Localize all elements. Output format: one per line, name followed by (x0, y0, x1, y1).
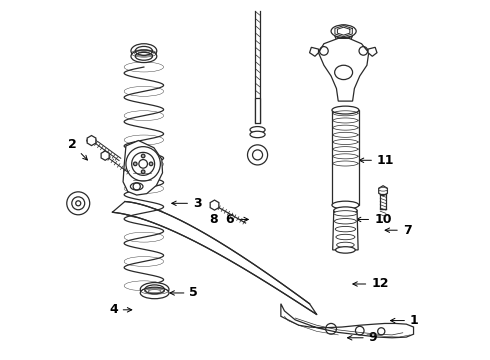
Text: 6: 6 (225, 213, 248, 226)
Circle shape (141, 170, 145, 174)
Text: 3: 3 (172, 197, 201, 210)
Circle shape (149, 162, 153, 166)
Text: 4: 4 (109, 303, 132, 316)
Text: 1: 1 (391, 314, 419, 327)
Polygon shape (332, 110, 359, 205)
Ellipse shape (250, 127, 265, 133)
Text: 9: 9 (347, 331, 377, 344)
Ellipse shape (331, 25, 356, 37)
Ellipse shape (334, 207, 357, 214)
Ellipse shape (130, 183, 143, 190)
Circle shape (126, 147, 160, 181)
Ellipse shape (332, 106, 359, 114)
Ellipse shape (335, 30, 353, 39)
Ellipse shape (334, 211, 357, 216)
Ellipse shape (87, 138, 97, 143)
Ellipse shape (335, 226, 356, 232)
Ellipse shape (140, 283, 169, 296)
Ellipse shape (250, 131, 265, 138)
Ellipse shape (336, 234, 355, 240)
Ellipse shape (379, 188, 388, 191)
Text: 10: 10 (356, 213, 392, 226)
Circle shape (133, 162, 137, 166)
Polygon shape (368, 47, 377, 56)
Ellipse shape (131, 50, 157, 63)
Text: 12: 12 (353, 278, 389, 291)
Ellipse shape (337, 242, 354, 248)
Text: 11: 11 (359, 154, 394, 167)
Polygon shape (101, 151, 109, 160)
Polygon shape (380, 194, 386, 209)
Text: 5: 5 (170, 287, 198, 300)
Ellipse shape (131, 44, 157, 58)
Circle shape (247, 145, 268, 165)
Polygon shape (318, 39, 368, 101)
Text: 7: 7 (385, 224, 412, 237)
Polygon shape (310, 47, 318, 56)
Polygon shape (123, 140, 163, 195)
Circle shape (141, 154, 145, 158)
Polygon shape (87, 135, 96, 145)
Ellipse shape (336, 247, 355, 253)
Ellipse shape (332, 201, 359, 209)
Circle shape (67, 192, 90, 215)
Polygon shape (112, 202, 317, 315)
Polygon shape (210, 200, 219, 210)
Polygon shape (333, 211, 358, 250)
Ellipse shape (335, 219, 356, 224)
Polygon shape (255, 98, 260, 123)
Text: 2: 2 (68, 138, 87, 160)
Polygon shape (281, 304, 414, 338)
Ellipse shape (335, 65, 353, 80)
Polygon shape (379, 186, 388, 196)
Circle shape (335, 25, 353, 43)
Ellipse shape (140, 287, 169, 299)
Text: 8: 8 (210, 202, 219, 226)
